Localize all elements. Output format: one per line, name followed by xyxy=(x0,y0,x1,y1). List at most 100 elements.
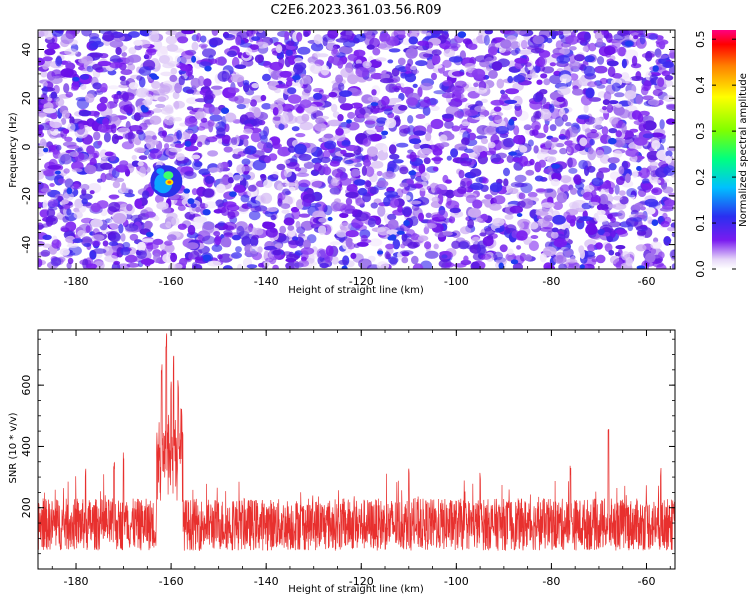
heatmap-cell xyxy=(433,155,442,165)
heatmap-cell xyxy=(425,132,432,142)
heatmap-cell xyxy=(263,179,273,188)
heatmap-cell xyxy=(367,96,379,102)
heatmap-cell xyxy=(394,115,400,121)
heatmap-cell xyxy=(596,84,606,89)
heatmap-cell xyxy=(543,78,551,86)
heatmap-cell xyxy=(595,149,605,159)
heatmap-cell xyxy=(500,39,512,49)
heatmap-bright-cell xyxy=(608,137,617,145)
heatmap-cell xyxy=(458,169,465,179)
heatmap-cell xyxy=(235,246,242,253)
spectrogram-heatmap xyxy=(38,30,675,269)
heatmap-cell xyxy=(514,106,523,117)
heatmap-cell xyxy=(280,113,289,125)
heatmap-cell xyxy=(214,235,222,246)
heatmap-cell xyxy=(204,139,211,146)
heatmap-cell xyxy=(40,70,48,78)
heatmap-cell xyxy=(291,126,300,132)
spectrogram-x-ticks: -180 -160 -140 -120 -100 -80 -60 xyxy=(51,30,671,288)
heatmap-cell xyxy=(121,182,127,193)
heatmap-cell xyxy=(152,140,159,145)
heatmap-cell xyxy=(433,243,439,250)
heatmap-cell xyxy=(554,116,564,127)
heatmap-cell xyxy=(592,123,603,129)
heatmap-cell xyxy=(603,231,611,237)
heatmap-cell xyxy=(529,129,536,136)
heatmap-cell xyxy=(38,201,43,209)
heatmap-cell xyxy=(664,199,675,207)
heatmap-cell xyxy=(93,131,101,141)
heatmap-cell xyxy=(464,109,479,117)
heatmap-cell xyxy=(469,168,482,177)
heatmap-cell xyxy=(125,56,135,66)
heatmap-cell xyxy=(506,154,514,163)
heatmap-cell xyxy=(302,239,311,250)
heatmap-cell xyxy=(317,225,327,235)
heatmap-cell xyxy=(608,100,619,105)
heatmap-cell xyxy=(197,141,203,148)
heatmap-cell xyxy=(153,216,160,221)
heatmap-cell xyxy=(71,81,80,90)
heatmap-cell xyxy=(597,228,605,236)
heatmap-cell xyxy=(361,94,374,104)
heatmap-cell xyxy=(451,125,461,132)
heatmap-cell xyxy=(553,201,563,210)
snr-x-tick-label: -80 xyxy=(542,575,560,588)
heatmap-cell xyxy=(469,182,484,191)
heatmap-cell xyxy=(152,108,163,113)
heatmap-cell xyxy=(297,46,311,55)
heatmap-cell xyxy=(513,125,520,136)
heatmap-cell xyxy=(621,58,628,69)
heatmap-cell xyxy=(254,54,264,64)
heatmap-cell xyxy=(549,74,563,85)
heatmap-cell xyxy=(128,47,137,55)
heatmap-cell xyxy=(368,66,376,75)
heatmap-cell xyxy=(119,75,126,82)
heatmap-cell xyxy=(49,93,58,99)
heatmap-cell xyxy=(310,63,323,74)
heatmap-cell xyxy=(612,73,623,79)
heatmap-cell xyxy=(638,167,651,179)
heatmap-cell xyxy=(71,168,83,173)
heatmap-bright-cell xyxy=(652,65,659,72)
heatmap-cell xyxy=(184,145,199,152)
heatmap-cell xyxy=(484,30,493,35)
heatmap-cell xyxy=(564,227,570,239)
heatmap-bright-cell xyxy=(508,118,515,126)
heatmap-cell xyxy=(249,44,259,50)
heatmap-cell xyxy=(203,103,215,114)
heatmap-cell xyxy=(659,119,665,130)
heatmap-cell xyxy=(538,108,552,120)
heatmap-cell xyxy=(296,32,303,42)
heatmap-cell xyxy=(226,50,237,58)
heatmap-cell xyxy=(91,234,105,241)
heatmap-cell xyxy=(299,95,310,100)
heatmap-cell xyxy=(450,148,459,158)
heatmap-cell xyxy=(479,232,487,237)
heatmap-cell xyxy=(514,174,527,183)
spectrogram-panel: -180 -160 -140 -120 -100 -80 -60 -40 -20 0 20 40 H… xyxy=(8,29,676,296)
heatmap-cell xyxy=(437,193,444,205)
heatmap-cell xyxy=(209,58,218,64)
heatmap-cell xyxy=(137,241,147,252)
snr-x-tick-label: -100 xyxy=(444,575,469,588)
heatmap-cell xyxy=(325,245,334,257)
heatmap-cell xyxy=(607,213,613,220)
heatmap-cell xyxy=(268,80,280,91)
heatmap-cell xyxy=(364,112,370,120)
heatmap-cell xyxy=(645,252,656,263)
heatmap-cell xyxy=(482,236,494,247)
heatmap-cell xyxy=(228,96,239,102)
heatmap-cell xyxy=(442,59,452,68)
heatmap-cell xyxy=(355,59,362,65)
heatmap-cell xyxy=(473,82,479,88)
heatmap-cell xyxy=(360,234,368,242)
heatmap-cell xyxy=(246,264,258,269)
heatmap-cell xyxy=(67,257,74,265)
heatmap-cell xyxy=(205,89,214,100)
heatmap-cell xyxy=(57,195,64,202)
heatmap-cell xyxy=(100,162,113,170)
heatmap-cell xyxy=(208,167,220,173)
heatmap-cell xyxy=(280,203,291,210)
